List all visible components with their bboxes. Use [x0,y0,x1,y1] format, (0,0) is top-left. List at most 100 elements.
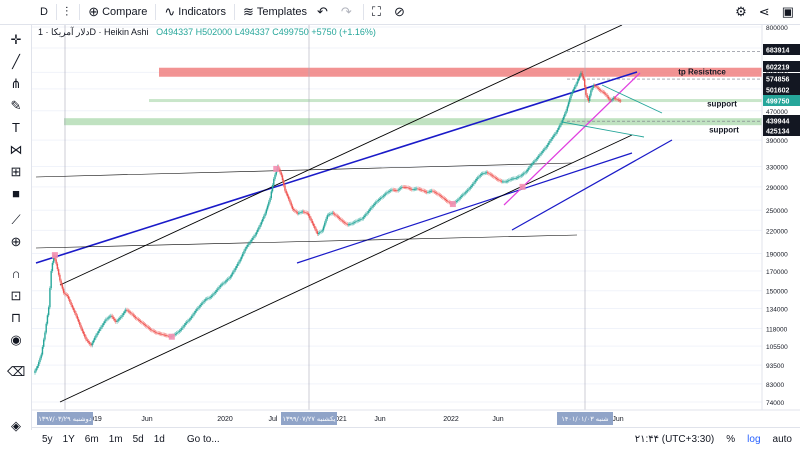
price-tick-label: 118000 [766,326,788,333]
candle-body [288,196,290,200]
eye-icon[interactable]: ◉ [10,332,22,347]
candle-body [419,189,422,191]
layers-icon[interactable]: ◈ [11,418,21,433]
candle-body [583,79,586,87]
pivot-marker [51,252,58,259]
price-tick-label: 134000 [766,306,788,313]
candle-body [285,190,287,194]
candle-body [432,190,434,192]
zoom-in-icon[interactable]: ⊕ [10,234,22,249]
candle-body [218,287,220,289]
candle-body [338,217,341,219]
settings-gear-icon[interactable]: ⚙ [735,4,747,19]
indicators-button[interactable]: ∿ Indicators [159,0,231,24]
lock-icon[interactable]: ⊓ [10,310,22,325]
range-6m[interactable]: 6m [84,434,99,445]
candle-body [144,324,147,326]
range-5y[interactable]: 5y [42,434,53,445]
range-1d[interactable]: 1d [153,434,165,445]
trash-icon[interactable]: ⌫ [7,364,26,379]
share-icon[interactable]: ⋖ [758,4,770,19]
candle-body [485,172,488,174]
range-5d[interactable]: 5d [132,434,144,445]
candle-body [239,259,241,262]
candle-body [120,316,122,319]
goto-button[interactable]: Go to... [186,434,220,445]
candle-body [228,277,230,280]
trendline-icon[interactable]: ╱ [12,54,20,69]
candle-body [156,332,158,334]
candle-body [462,194,464,196]
candle-body [440,196,443,197]
candle-body [133,315,136,317]
symbol-button[interactable]: D [0,0,53,24]
price-badge-label: 499750 [766,99,789,106]
candle-body [470,185,473,188]
candle-body [555,132,557,134]
price-tick-label: 330000 [766,164,788,171]
candle-body [41,346,44,355]
templates-button[interactable]: ≋ Templates [238,0,312,24]
crosshair-icon[interactable]: ✛ [10,32,22,47]
percent-toggle[interactable]: % [726,434,736,445]
clock-label[interactable]: ۲۱:۴۴ (UTC+3:30) [634,434,715,445]
candle-body [152,330,154,332]
undo-button[interactable]: ↶ [312,0,336,24]
candle-body [361,218,363,220]
candle-body [342,221,345,223]
log-toggle[interactable]: log [747,434,761,445]
candle-body [336,215,338,217]
lock-drawings-icon[interactable]: ⊡ [10,288,22,303]
candle-body [388,190,391,192]
candle-body [263,216,265,219]
candle-body [138,320,141,321]
candle-body [183,324,185,327]
candle-body [118,318,121,320]
candle-body [123,311,126,314]
pitchfork-icon[interactable]: ⋔ [10,76,22,91]
candle-body [509,179,511,181]
candle-body [98,329,101,332]
brush-icon[interactable]: ✎ [10,98,22,113]
candle-body [392,189,394,191]
toolbar-right: ⚙ ⋖ ▣ [723,0,794,24]
candle-body [386,192,388,194]
redo-button[interactable]: ↷ [336,0,360,24]
candle-body [270,191,272,199]
hide-drawings-button[interactable]: ⊘ [389,0,413,24]
candle-body [204,299,207,301]
bar-style-button[interactable]: ⫶ [60,0,76,24]
candle-body [79,321,81,326]
candle-body [469,187,471,189]
candle-body [403,186,406,188]
candle-body [347,224,350,226]
redo-icon: ↷ [340,4,352,19]
candle-body [335,214,337,216]
candle-body [530,164,532,167]
candle-body [579,75,581,79]
candle-body [246,244,249,247]
compare-button[interactable]: ⊕ Compare [83,0,152,24]
time-tick-label: Jul [269,416,278,423]
ruler-icon[interactable]: ⟋ [11,212,21,227]
pattern-icon[interactable]: ⋈ [9,142,23,157]
text-tool-icon[interactable]: T [12,120,20,135]
range-1y[interactable]: 1Y [62,434,75,445]
candle-body [250,239,253,242]
candle-body [586,94,588,98]
candle-body [241,253,244,257]
snapshot-icon[interactable]: ▣ [781,4,794,19]
candle-body [463,193,465,195]
shape-icon[interactable]: ■ [12,186,20,201]
candle-body [472,184,474,186]
candle-body [296,212,299,214]
fullscreen-button[interactable]: ⛶ [367,0,389,24]
prediction-icon[interactable]: ⊞ [10,164,22,179]
range-1m[interactable]: 1m [108,434,123,445]
candle-body [284,185,286,191]
candle-body [489,173,491,175]
magnet-icon[interactable]: ∩ [11,266,21,281]
price-chart[interactable]: 8000007000006000005400004700003900003300… [32,25,800,427]
candle-body [577,78,580,82]
auto-toggle[interactable]: auto [772,434,792,445]
